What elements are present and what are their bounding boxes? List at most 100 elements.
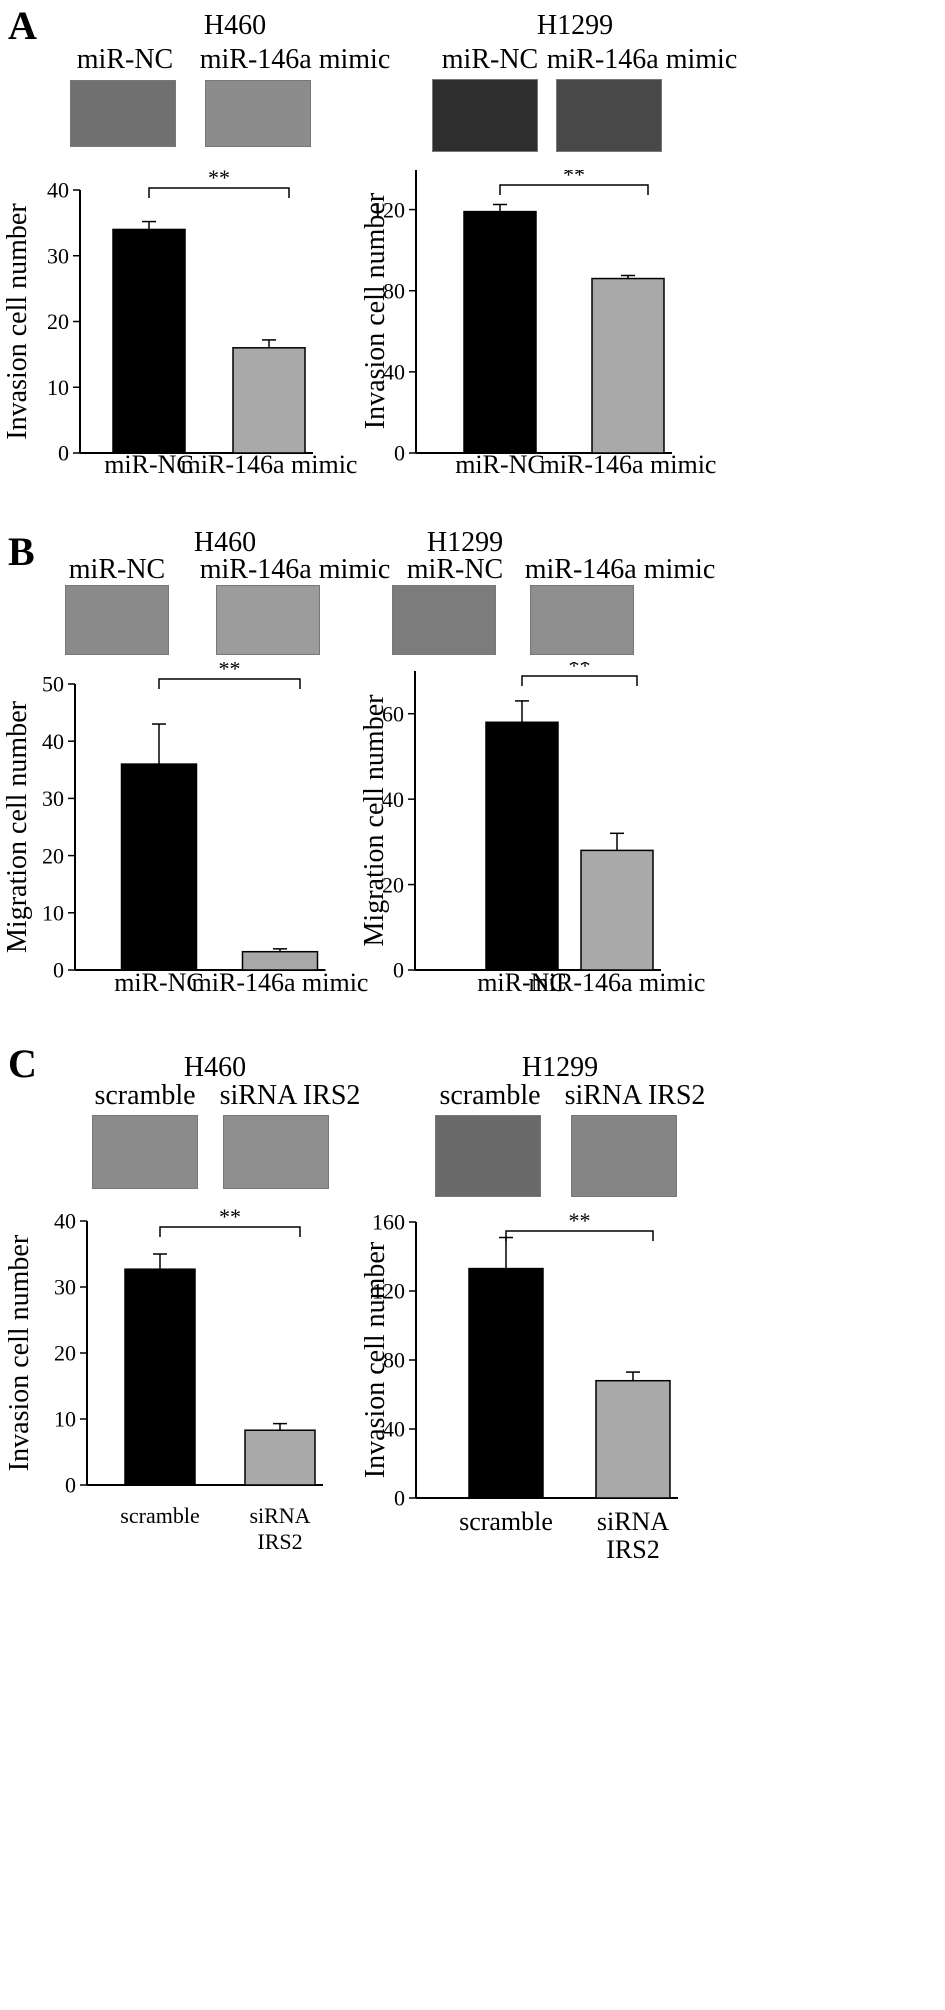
condition-label: miR-146a mimic xyxy=(199,554,391,585)
y-axis-label: Invasion cell number xyxy=(4,1234,35,1471)
x-category-label: scramble xyxy=(120,1503,199,1528)
y-tick-label: 30 xyxy=(54,1275,76,1300)
significance-bracket xyxy=(159,1226,301,1237)
cell-line-label: H460 xyxy=(203,10,267,41)
x-category-label: miR-NC xyxy=(455,450,545,479)
bar xyxy=(595,1379,671,1499)
x-category-label: miR-NC xyxy=(104,450,194,479)
x-category-label: siRNA xyxy=(597,1507,669,1536)
micrograph-image xyxy=(392,585,496,655)
bar xyxy=(244,1429,316,1486)
significance-label: ** xyxy=(219,662,241,681)
significance-bracket xyxy=(521,675,638,686)
y-tick-label: 40 xyxy=(382,787,404,812)
panel-letter-b: B xyxy=(8,529,35,574)
micrograph-image xyxy=(571,1115,677,1197)
y-tick-label: 0 xyxy=(58,441,69,466)
panel-letter-c: C xyxy=(8,1041,37,1086)
significance-label: ** xyxy=(219,1208,241,1229)
y-tick-label: 0 xyxy=(394,441,405,466)
condition-label: miR-NC xyxy=(441,44,539,75)
y-tick-label: 50 xyxy=(42,672,64,697)
y-tick-label: 40 xyxy=(383,1417,405,1442)
significance-label: ** xyxy=(569,1208,591,1233)
condition-label: miR-146a mimic xyxy=(546,44,738,75)
y-tick-label: 30 xyxy=(47,243,69,268)
bar-chart: 0 10 20 30 40 Invasion cell number scramble siR… xyxy=(4,1208,323,1554)
y-tick-label: 80 xyxy=(383,278,405,303)
micrograph-image xyxy=(92,1115,198,1189)
bar xyxy=(112,228,186,454)
panel-letter-a: A xyxy=(8,3,37,48)
y-axis-label: Invasion cell number xyxy=(360,192,391,429)
significance-label: ** xyxy=(208,170,230,190)
y-tick-label: 60 xyxy=(382,701,404,726)
y-tick-label: 40 xyxy=(47,178,69,203)
condition-label: siRNA IRS2 xyxy=(219,1080,361,1111)
y-tick-label: 30 xyxy=(42,786,64,811)
significance-bracket xyxy=(148,187,290,198)
y-tick-label: 10 xyxy=(42,901,64,926)
bar-chart: 0 40 80 120 160 Invasion cell number scramble s… xyxy=(360,1208,678,1564)
cell-line-label: H460 xyxy=(193,527,257,558)
micrograph-image xyxy=(223,1115,329,1189)
bar xyxy=(468,1267,544,1499)
cell-line-label: H1299 xyxy=(521,1052,599,1083)
y-tick-label: 20 xyxy=(54,1341,76,1366)
x-category-label: scramble xyxy=(459,1507,553,1536)
y-tick-label: 40 xyxy=(42,729,64,754)
y-tick-label: 160 xyxy=(372,1210,405,1235)
x-category-label: IRS2 xyxy=(257,1529,302,1554)
significance-bracket xyxy=(499,184,649,195)
cell-line-label: H1299 xyxy=(426,527,504,558)
condition-label: siRNA IRS2 xyxy=(564,1080,706,1111)
bar xyxy=(120,763,198,971)
condition-label: miR-NC xyxy=(406,554,504,585)
y-tick-label: 120 xyxy=(372,197,405,222)
y-tick-label: 20 xyxy=(42,843,64,868)
condition-label: scramble xyxy=(439,1080,541,1111)
significance-bracket xyxy=(505,1230,654,1241)
y-tick-label: 0 xyxy=(393,958,404,983)
micrograph-image xyxy=(65,585,169,655)
bar-chart: 0 10 20 30 40 50 Migration cell number miR-NCmi… xyxy=(2,662,368,992)
bar-chart: 0 10 20 30 40 Invasion cell number miR-NCmiR-1… xyxy=(2,170,357,479)
micrograph-image xyxy=(432,79,538,152)
condition-label: miR-NC xyxy=(76,44,174,75)
micrograph-image xyxy=(70,80,176,147)
condition-label: miR-NC xyxy=(68,554,166,585)
y-axis-label: Migration cell number xyxy=(359,694,390,947)
micrograph-image xyxy=(530,585,634,655)
y-tick-label: 120 xyxy=(372,1279,405,1304)
y-tick-label: 20 xyxy=(382,872,404,897)
condition-label: scramble xyxy=(94,1080,196,1111)
y-axis-label: Migration cell number xyxy=(2,700,33,953)
x-category-label: miR-NC xyxy=(477,968,567,992)
x-category-label: miR-NC xyxy=(114,968,204,992)
x-category-label: IRS2 xyxy=(606,1535,659,1564)
y-tick-label: 40 xyxy=(383,360,405,385)
bar xyxy=(485,721,559,971)
bar xyxy=(241,950,319,971)
cell-line-label: H460 xyxy=(183,1052,247,1083)
bar xyxy=(232,347,306,454)
y-tick-label: 40 xyxy=(54,1209,76,1234)
y-tick-label: 10 xyxy=(54,1407,76,1432)
bar xyxy=(124,1268,196,1486)
condition-label: miR-146a mimic xyxy=(199,44,391,75)
y-tick-label: 10 xyxy=(47,375,69,400)
x-category-label: miR-146a mimic xyxy=(540,450,717,479)
significance-bracket xyxy=(158,678,301,689)
bar xyxy=(463,210,537,454)
y-axis-label: Invasion cell number xyxy=(2,203,33,440)
y-tick-label: 0 xyxy=(53,958,64,983)
micrograph-image xyxy=(556,79,662,152)
micrograph-image xyxy=(205,80,311,147)
x-category-label: miR-146a mimic xyxy=(529,968,706,992)
cell-line-label: H1299 xyxy=(536,10,614,41)
significance-label: ** xyxy=(563,170,585,187)
bar xyxy=(580,849,654,971)
